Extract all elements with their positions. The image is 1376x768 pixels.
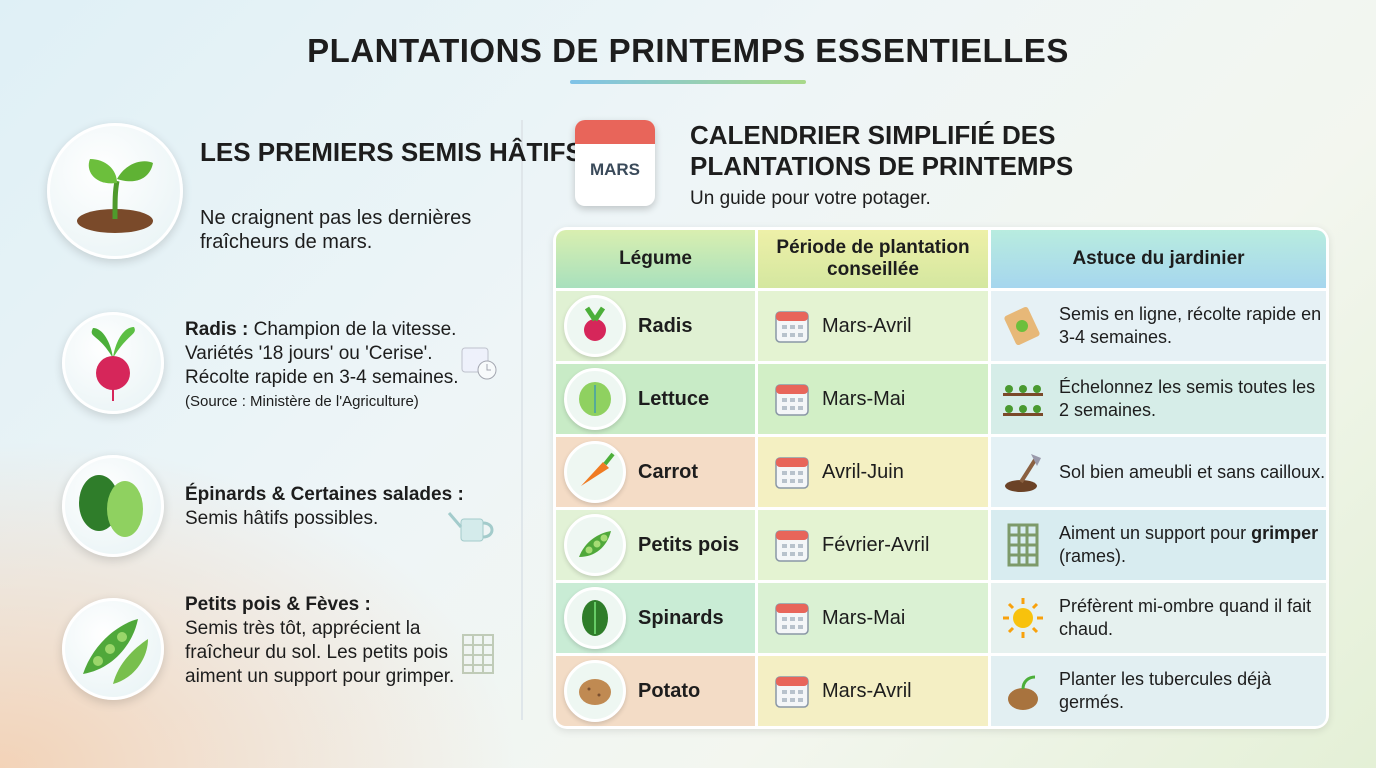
tip-text: Échelonnez les semis toutes les 2 semain…	[1059, 377, 1316, 420]
peas-description: Petits pois & Fèves : Semis très tôt, app…	[185, 593, 455, 689]
vegetable-name: Radis	[638, 314, 693, 337]
vegetable-cell: Petits pois	[556, 510, 755, 580]
tip-text: Planter les tubercules déjà germés.	[1059, 669, 1272, 712]
peas-name: Petits pois & Fèves :	[185, 594, 371, 615]
right-heading-line1: CALENDRIER SIMPLIFIÉ DES	[690, 120, 1056, 150]
vegetable-cell: Carrot	[556, 437, 755, 507]
right-heading-line2: PLANTATIONS DE PRINTEMPS	[690, 151, 1074, 181]
tip-cell: Échelonnez les semis toutes les 2 semain…	[991, 364, 1326, 434]
calendar-icon	[775, 676, 809, 708]
spinach-lettuce-icon	[62, 455, 164, 557]
vegetable-cell: Lettuce	[556, 364, 755, 434]
table-row: Radis Mars-Avril Semis en ligne, récolte…	[556, 291, 1326, 361]
table-row: Carrot Avril-Juin Sol bien ameubli et sa…	[556, 437, 1326, 507]
vegetable-cell: Spinards	[556, 583, 755, 653]
page-title: PLANTATIONS DE PRINTEMPS ESSENTIELLES	[307, 32, 1069, 69]
vegetable-cell: Radis	[556, 291, 755, 361]
sun-icon	[1003, 598, 1043, 638]
trowel-icon	[1005, 454, 1041, 492]
period-value: Février-Avril	[822, 533, 930, 556]
period-value: Mars-Mai	[822, 606, 906, 629]
spinach-icon	[564, 587, 626, 649]
tip-cell: Semis en ligne, récolte rapide en 3-4 se…	[991, 291, 1326, 361]
period-cell: Mars-Mai	[758, 583, 988, 653]
calendar-icon	[775, 457, 809, 489]
header-period: Période de plantation conseillée	[758, 230, 988, 288]
calendar-icon	[775, 603, 809, 635]
vegetable-cell: Potato	[556, 656, 755, 726]
table-row: Potato Mars-Avril Planter les tubercules…	[556, 656, 1326, 726]
peas-icon	[62, 598, 164, 700]
radish-icon	[564, 295, 626, 357]
period-value: Avril-Juin	[822, 460, 904, 483]
tip-cell: Planter les tubercules déjà germés.	[991, 656, 1326, 726]
table-header-row: Légume Période de plantation conseillée …	[556, 230, 1326, 288]
planting-calendar-table: Légume Période de plantation conseillée …	[553, 227, 1329, 729]
seedlings-icon	[1003, 385, 1043, 416]
title-underline	[570, 80, 806, 84]
right-heading: CALENDRIER SIMPLIFIÉ DES PLANTATIONS DE P…	[690, 120, 1073, 182]
period-cell: Mars-Avril	[758, 291, 988, 361]
right-subtitle: Un guide pour votre potager.	[690, 188, 931, 209]
tip-cell: Sol bien ameubli et sans cailloux.	[991, 437, 1326, 507]
seed-packet-icon	[1004, 306, 1040, 346]
radish-text: Champion de la vitesse. Variétés '18 jou…	[185, 319, 459, 388]
column-divider	[521, 120, 523, 720]
vegetable-name: Spinards	[638, 606, 724, 629]
vegetable-name: Carrot	[638, 460, 699, 483]
radish-source: (Source : Ministère de l'Agriculture)	[185, 393, 419, 410]
calendar-icon	[775, 384, 809, 416]
potato-icon	[564, 660, 626, 722]
table-row: Lettuce Mars-Mai Échelonnez les semis to…	[556, 364, 1326, 434]
seedling-icon	[47, 123, 183, 259]
period-cell: Avril-Juin	[758, 437, 988, 507]
radish-icon	[62, 312, 164, 414]
period-value: Mars-Avril	[822, 314, 912, 337]
vegetable-name: Petits pois	[638, 533, 740, 556]
calendar-month-label: MARS	[589, 160, 641, 179]
carrot-icon	[564, 441, 626, 503]
tip-text: Aiment un support pour grimper (rames).	[1059, 522, 1326, 568]
radish-description: Radis : Champion de la vitesse. Variétés…	[185, 318, 485, 414]
vegetable-name: Potato	[638, 679, 701, 702]
period-cell: Mars-Avril	[758, 656, 988, 726]
tip-text-bold: grimper	[1251, 523, 1319, 543]
table-row: Petits pois Février-Avril Aiment un supp…	[556, 510, 1326, 580]
period-cell: Février-Avril	[758, 510, 988, 580]
spinach-text: Semis hâtifs possibles.	[185, 508, 379, 529]
spinach-name: Épinards & Certaines salades :	[185, 484, 464, 505]
left-subtitle: Ne craignent pas les dernières fraîcheur…	[200, 207, 472, 253]
march-calendar-icon: MARS	[575, 120, 655, 206]
left-heading: LES PREMIERS SEMIS HÂTIFS	[200, 137, 583, 167]
header-tip: Astuce du jardinier	[991, 230, 1326, 288]
lettuce-icon	[564, 368, 626, 430]
vegetable-name: Lettuce	[638, 387, 710, 410]
tip-text: Préfèrent mi-ombre quand il fait chaud.	[1059, 596, 1312, 639]
tip-text: Semis en ligne, récolte rapide en 3-4 se…	[1059, 304, 1322, 347]
peas-icon	[564, 514, 626, 576]
spinach-description: Épinards & Certaines salades : Semis hâti…	[185, 483, 485, 531]
trellis-icon	[462, 634, 494, 674]
period-cell: Mars-Mai	[758, 364, 988, 434]
header-vegetable: Légume	[556, 230, 755, 288]
calendar-icon	[775, 311, 809, 343]
period-value: Mars-Avril	[822, 679, 912, 702]
sprouted-potato-icon	[1008, 675, 1038, 710]
table-row: Spinards Mars-Mai Préfèrent mi-ombre qua…	[556, 583, 1326, 653]
tip-text-start: Aiment un support pour	[1059, 523, 1252, 543]
tip-text-end: (rames).	[1059, 546, 1126, 566]
calendar-icon	[775, 530, 809, 562]
tip-text: Sol bien ameubli et sans cailloux.	[1059, 461, 1326, 482]
calendar-clock-icon	[461, 347, 497, 380]
watering-can-icon	[447, 512, 494, 542]
trellis-icon	[1007, 523, 1039, 567]
radish-name: Radis :	[185, 319, 249, 340]
tip-cell: Préfèrent mi-ombre quand il fait chaud.	[991, 583, 1326, 653]
period-value: Mars-Mai	[822, 387, 906, 410]
tip-cell: Aiment un support pour grimper (rames).	[991, 510, 1326, 580]
peas-text: Semis très tôt, apprécient la fraîcheur …	[185, 618, 455, 687]
